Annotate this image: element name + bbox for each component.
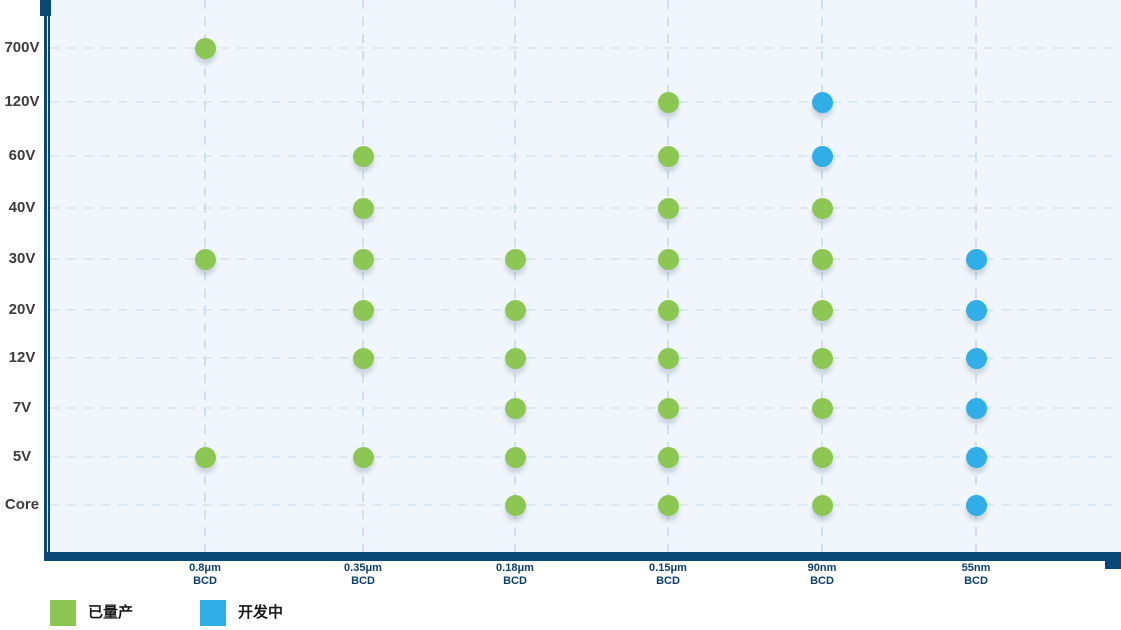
y-axis-label: 5V — [12, 448, 32, 465]
legend-item-in-mass-production[interactable]: 已量产 — [50, 599, 133, 626]
data-point-in-mass-production[interactable] — [811, 197, 833, 219]
x-axis-label-node: 0.18μm — [496, 562, 534, 574]
data-point-in-mass-production[interactable] — [352, 446, 374, 468]
gridline-horizontal — [50, 357, 1121, 359]
data-point-in-mass-production[interactable] — [504, 494, 526, 516]
data-point-in-mass-production[interactable] — [352, 248, 374, 270]
x-axis-labels: 0.8μm BCD 0.35μm BCD 0.18μm BCD 0.15μm BCD 90nm B… — [0, 562, 1121, 596]
x-axis-label: 0.15μm BCD — [608, 562, 728, 588]
data-point-in-development[interactable] — [965, 446, 987, 468]
x-axis-label-node: 0.35μm — [344, 562, 382, 574]
gridline-horizontal — [50, 309, 1121, 311]
data-point-in-mass-production[interactable] — [352, 347, 374, 369]
data-point-in-mass-production[interactable] — [504, 347, 526, 369]
x-axis-right-cap — [1105, 552, 1121, 569]
data-point-in-mass-production[interactable] — [811, 248, 833, 270]
x-axis-label-node: 0.15μm — [649, 562, 687, 574]
y-axis-inner-line — [48, 0, 50, 552]
gridline-horizontal — [50, 207, 1121, 209]
x-axis-label: 0.8μm BCD — [145, 562, 265, 588]
data-point-in-mass-production[interactable] — [504, 248, 526, 270]
gridline-horizontal — [50, 456, 1121, 458]
data-point-in-mass-production[interactable] — [657, 347, 679, 369]
x-axis-label-family: BCD — [503, 575, 527, 587]
data-point-in-development[interactable] — [965, 347, 987, 369]
y-axis-label: 30V — [8, 250, 36, 267]
x-axis-label-family: BCD — [810, 575, 834, 587]
data-point-in-development[interactable] — [965, 248, 987, 270]
legend-swatch-in-development — [200, 599, 226, 626]
x-axis-label: 90nm BCD — [762, 562, 882, 588]
data-point-in-mass-production[interactable] — [194, 248, 216, 270]
legend-swatch-in-mass-production — [50, 599, 76, 626]
y-axis-label: 20V — [8, 301, 36, 318]
x-axis-label-family: BCD — [351, 575, 375, 587]
gridline-vertical — [514, 0, 516, 552]
y-axis-label: 120V — [4, 93, 40, 110]
gridline-vertical — [821, 0, 823, 552]
x-axis-label-family: BCD — [193, 575, 217, 587]
x-axis-label-node: 55nm — [961, 562, 991, 574]
plot-area — [50, 0, 1121, 552]
data-point-in-mass-production[interactable] — [657, 91, 679, 113]
data-point-in-mass-production[interactable] — [657, 446, 679, 468]
data-point-in-development[interactable] — [965, 494, 987, 516]
y-axis-label: Core — [4, 496, 40, 513]
gridline-horizontal — [50, 101, 1121, 103]
y-axis-label: 12V — [8, 349, 36, 366]
x-axis-label-node: 90nm — [807, 562, 837, 574]
gridline-horizontal — [50, 407, 1121, 409]
data-point-in-development[interactable] — [811, 91, 833, 113]
x-axis-label: 55nm BCD — [916, 562, 1036, 588]
legend-label-in-development: 开发中 — [238, 604, 284, 621]
data-point-in-development[interactable] — [965, 397, 987, 419]
data-point-in-mass-production[interactable] — [504, 446, 526, 468]
data-point-in-mass-production[interactable] — [657, 145, 679, 167]
data-point-in-mass-production[interactable] — [194, 446, 216, 468]
legend-item-in-development[interactable]: 开发中 — [200, 599, 283, 626]
x-axis-label-node: 0.8μm — [189, 562, 221, 574]
x-axis-line — [44, 552, 1105, 561]
gridline-vertical — [667, 0, 669, 552]
x-axis-label-family: BCD — [964, 575, 988, 587]
data-point-in-mass-production[interactable] — [657, 494, 679, 516]
data-point-in-mass-production[interactable] — [811, 299, 833, 321]
data-point-in-mass-production[interactable] — [352, 145, 374, 167]
data-point-in-mass-production[interactable] — [504, 299, 526, 321]
x-axis-label: 0.35μm BCD — [303, 562, 423, 588]
data-point-in-mass-production[interactable] — [504, 397, 526, 419]
data-point-in-mass-production[interactable] — [657, 299, 679, 321]
data-point-in-mass-production[interactable] — [352, 197, 374, 219]
gridline-horizontal — [50, 47, 1121, 49]
data-point-in-development[interactable] — [965, 299, 987, 321]
y-axis-labels: 700V 120V 60V 40V 30V 20V 12V 7V 5V Core — [0, 0, 44, 552]
data-point-in-mass-production[interactable] — [811, 446, 833, 468]
y-axis-label: 7V — [12, 399, 32, 416]
data-point-in-mass-production[interactable] — [352, 299, 374, 321]
y-axis-label: 60V — [8, 147, 36, 164]
x-axis-label-family: BCD — [656, 575, 680, 587]
data-point-in-mass-production[interactable] — [657, 248, 679, 270]
y-axis-label: 700V — [4, 39, 40, 56]
data-point-in-mass-production[interactable] — [811, 397, 833, 419]
data-point-in-development[interactable] — [811, 145, 833, 167]
gridline-vertical — [362, 0, 364, 552]
gridline-vertical — [204, 0, 206, 552]
data-point-in-mass-production[interactable] — [811, 347, 833, 369]
y-axis-label: 40V — [8, 199, 36, 216]
x-axis-label: 0.18μm BCD — [455, 562, 575, 588]
data-point-in-mass-production[interactable] — [657, 397, 679, 419]
gridline-horizontal — [50, 504, 1121, 506]
legend: 已量产 开发中 — [50, 599, 450, 627]
data-point-in-mass-production[interactable] — [657, 197, 679, 219]
gridline-horizontal — [50, 155, 1121, 157]
data-point-in-mass-production[interactable] — [194, 37, 216, 59]
data-point-in-mass-production[interactable] — [811, 494, 833, 516]
legend-label-in-mass-production: 已量产 — [88, 604, 134, 621]
gridline-horizontal — [50, 258, 1121, 260]
y-axis-line — [44, 0, 47, 561]
gridline-vertical — [975, 0, 977, 552]
